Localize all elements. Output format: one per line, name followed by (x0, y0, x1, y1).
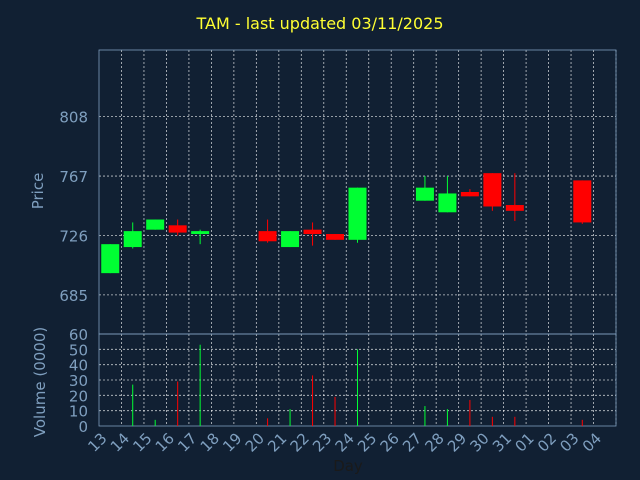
candle-body (348, 187, 367, 240)
candle-body (146, 219, 165, 230)
candle-body (281, 231, 300, 248)
candle-body (101, 244, 120, 274)
volume-tick-label: 50 (69, 341, 88, 359)
candle-body (168, 225, 187, 233)
candle-body (438, 193, 457, 213)
chart-title: TAM - last updated 03/11/2025 (196, 14, 444, 33)
candle-body (460, 192, 479, 197)
candle-body (483, 173, 502, 207)
candle-body (258, 231, 277, 242)
price-tick-label: 808 (59, 109, 88, 127)
volume-tick-label: 40 (69, 357, 88, 375)
candle-body (191, 231, 210, 235)
volume-tick-label: 30 (69, 372, 88, 390)
volume-tick-label: 10 (69, 403, 88, 421)
candle-body (303, 229, 322, 235)
volume-tick-label: 0 (78, 418, 88, 436)
volume-tick-label: 60 (69, 326, 88, 344)
candle-body (415, 187, 434, 201)
volume-tick-label: 20 (69, 387, 88, 405)
day-tick-label: 04 (579, 429, 605, 455)
candle-body (123, 231, 142, 248)
candle-body (505, 205, 524, 211)
candle-body (573, 180, 592, 223)
candle-body (326, 234, 345, 240)
day-axis-label: Day (333, 457, 363, 475)
price-tick-label: 726 (59, 227, 88, 245)
price-tick-label: 767 (59, 168, 88, 186)
price-tick-label: 685 (59, 287, 88, 305)
